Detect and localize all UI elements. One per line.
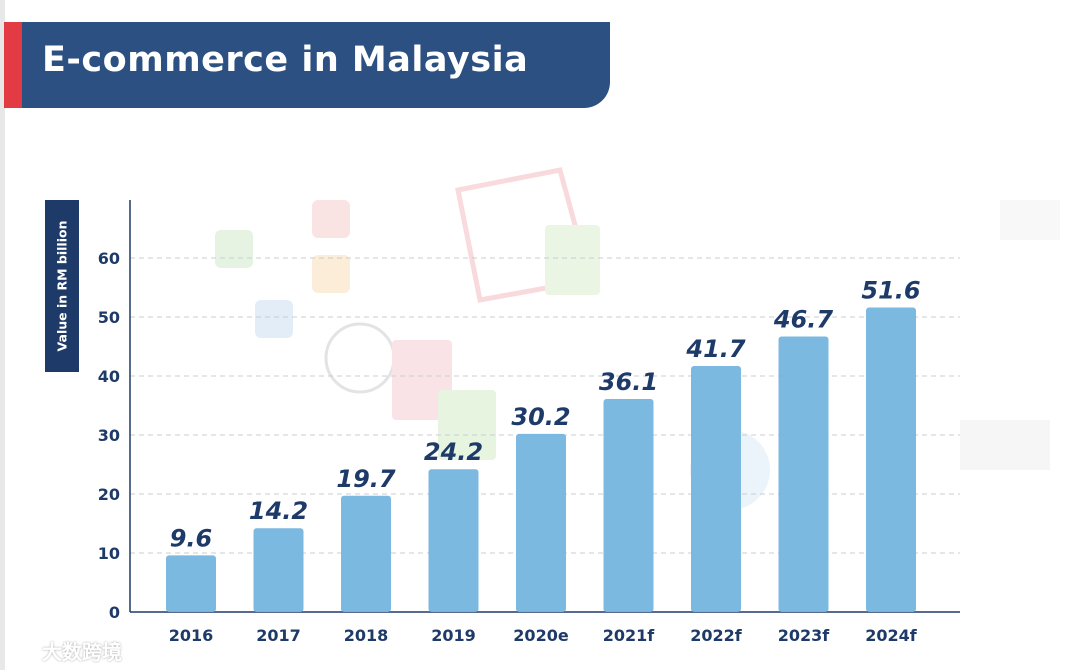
bar-2021f [603,399,654,612]
value-label-2022f: 41.7 [685,335,746,363]
y-tick-label: 50 [98,308,120,327]
page-title: E-commerce in Malaysia [42,40,529,80]
y-axis-label: Value in RM billion [54,220,70,352]
x-tick-label-2017: 2017 [256,626,301,645]
bar-2023f [778,336,829,612]
y-tick-label: 10 [98,544,120,563]
y-tick-label: 40 [98,367,120,386]
bar-2020e [516,433,566,612]
watermark-text: 大数跨境 [42,640,122,664]
value-label-2017: 14.2 [249,497,308,525]
y-axis-label-box [45,200,79,372]
value-label-2021f: 36.1 [599,368,658,396]
bar-2022f [691,365,741,612]
left-edge-strip [0,0,5,670]
y-tick-label: 60 [98,249,120,268]
value-label-2016: 9.6 [170,524,213,552]
x-tick-label-2023f: 2023f [778,626,831,645]
x-tick-label-2024f: 2024f [865,626,918,645]
value-label-2019: 24.2 [424,438,483,466]
value-label-2020e: 30.2 [511,403,570,431]
bar-2024f [866,307,916,612]
value-label-2024f: 51.6 [861,277,920,305]
x-tick-label-2019: 2019 [431,626,476,645]
bar-2018 [341,495,391,612]
watermark: 大数跨境 [8,636,122,665]
x-tick-label-2020e: 2020e [513,626,569,645]
y-tick-label: 0 [109,603,120,622]
value-label-2018: 19.7 [336,465,396,493]
bar-2017 [253,528,304,612]
y-tick-label: 20 [98,485,120,504]
x-tick-label-2016: 2016 [169,626,214,645]
x-tick-label-2021f: 2021f [603,626,656,645]
value-label-2023f: 46.7 [773,305,834,333]
watermark-logo-icon [8,643,36,658]
title-accent-bar [4,22,22,108]
y-tick-label: 30 [98,426,120,445]
x-tick-label-2022f: 2022f [690,626,743,645]
bar-2016 [166,555,216,612]
bar-2019 [428,469,479,612]
x-tick-label-2018: 2018 [344,626,389,645]
title-banner: E-commerce in Malaysia [4,22,610,108]
